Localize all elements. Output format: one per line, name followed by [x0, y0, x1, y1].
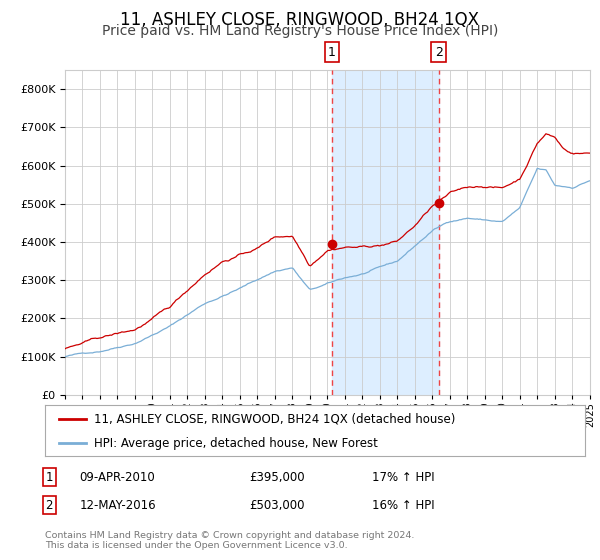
Text: 2: 2: [46, 498, 53, 512]
Text: 11, ASHLEY CLOSE, RINGWOOD, BH24 1QX: 11, ASHLEY CLOSE, RINGWOOD, BH24 1QX: [121, 11, 479, 29]
Text: £395,000: £395,000: [249, 470, 305, 484]
Text: £503,000: £503,000: [249, 498, 305, 512]
Bar: [332, 70, 439, 395]
Text: Price paid vs. HM Land Registry's House Price Index (HPI): Price paid vs. HM Land Registry's House …: [102, 24, 498, 38]
Text: 2: 2: [435, 45, 443, 59]
Text: 16% ↑ HPI: 16% ↑ HPI: [372, 498, 434, 512]
Text: 17% ↑ HPI: 17% ↑ HPI: [372, 470, 434, 484]
Text: 1: 1: [46, 470, 53, 484]
Text: 11, ASHLEY CLOSE, RINGWOOD, BH24 1QX (detached house): 11, ASHLEY CLOSE, RINGWOOD, BH24 1QX (de…: [94, 413, 455, 426]
Text: 09-APR-2010: 09-APR-2010: [79, 470, 155, 484]
Text: 1: 1: [328, 45, 336, 59]
Text: Contains HM Land Registry data © Crown copyright and database right 2024.
This d: Contains HM Land Registry data © Crown c…: [45, 531, 415, 550]
Text: 12-MAY-2016: 12-MAY-2016: [79, 498, 156, 512]
Text: HPI: Average price, detached house, New Forest: HPI: Average price, detached house, New …: [94, 436, 377, 450]
